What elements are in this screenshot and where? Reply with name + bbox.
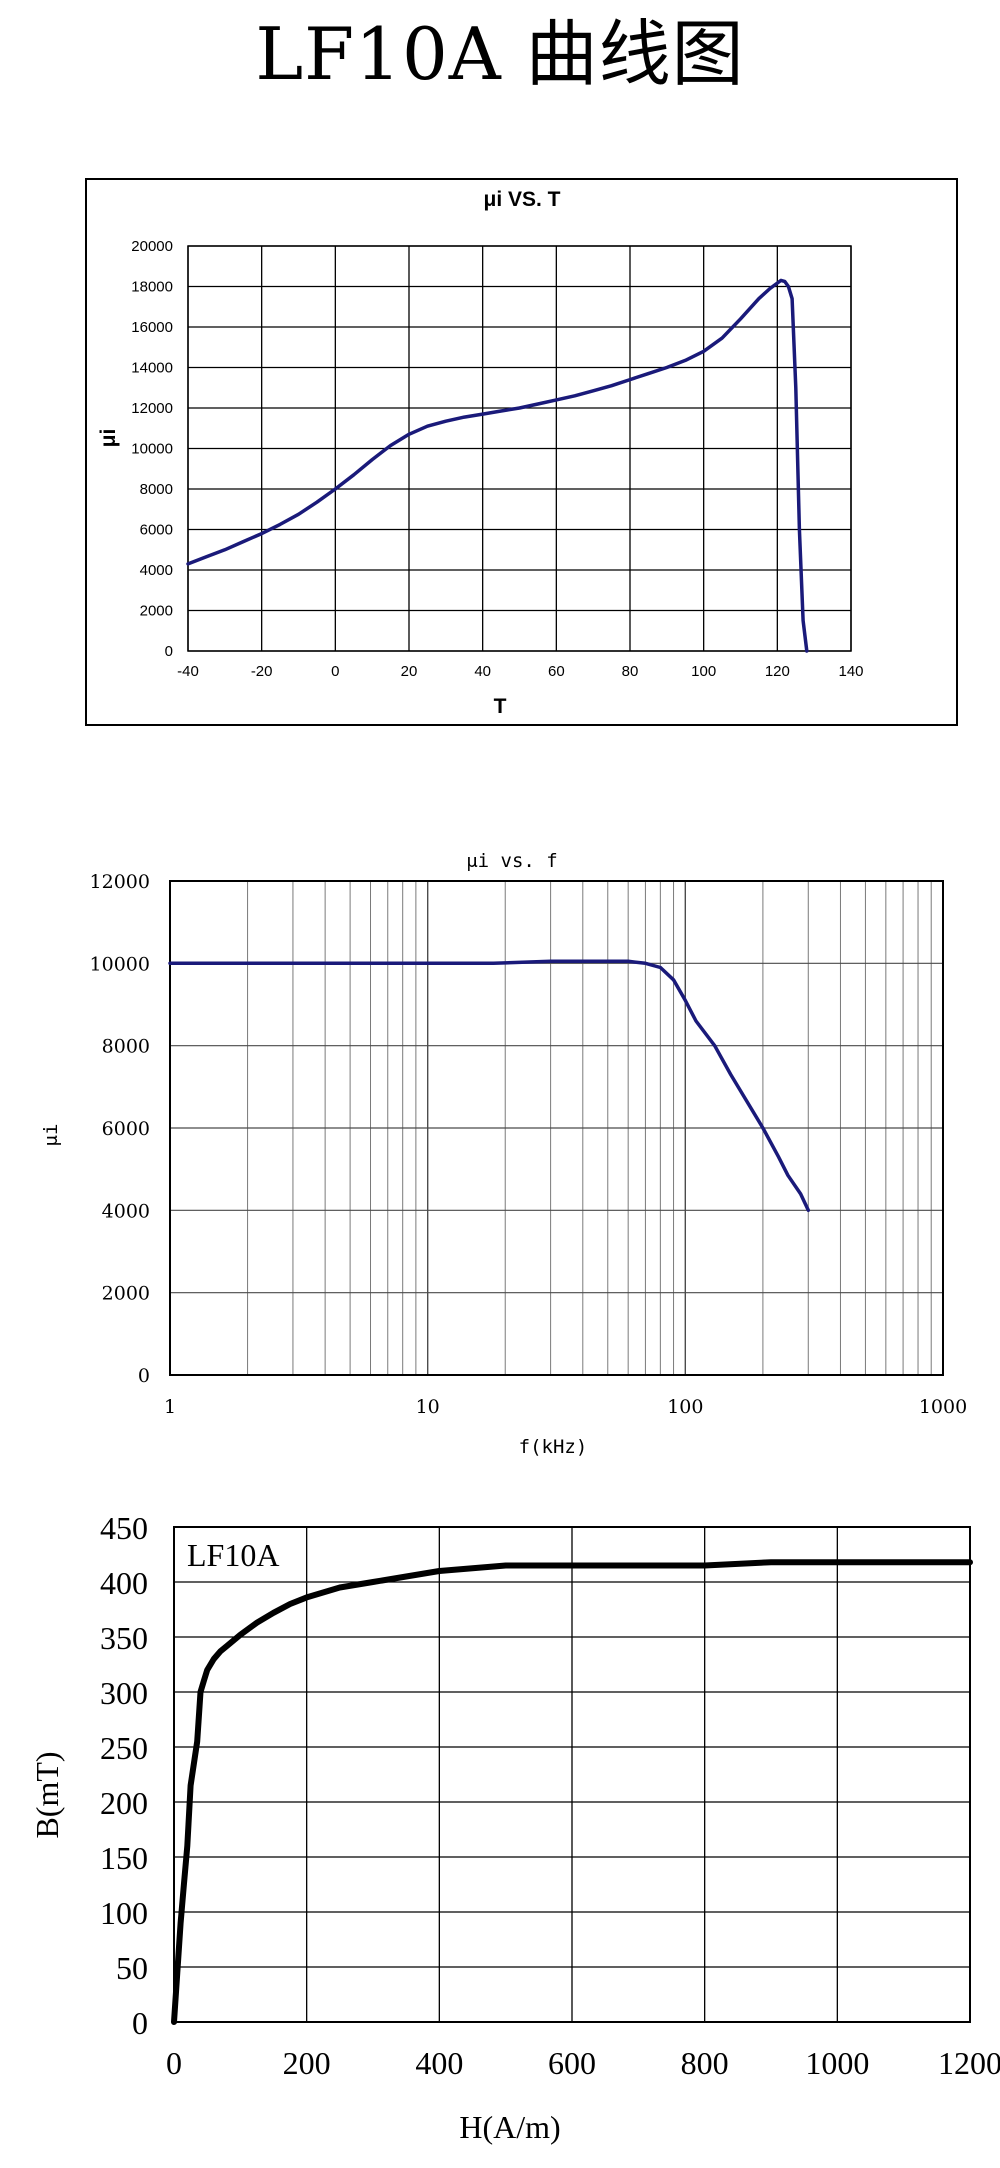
y-tick-label: 10000 <box>90 953 150 975</box>
y-tick-label: 20000 <box>131 238 173 255</box>
y-tick-label: 0 <box>165 643 173 660</box>
y-axis-label: μi <box>97 429 120 448</box>
y-tick-label: 2000 <box>102 1283 150 1305</box>
chart-mui-vs-frequency: μi vs. f 1 10 100 1000020004000600080001000… <box>40 850 968 1458</box>
x-tick-label: 1200 <box>938 2045 1000 2081</box>
y-tick-label: 4000 <box>140 562 173 579</box>
x-tick-label: 40 <box>474 663 491 680</box>
y-tick-label: 50 <box>116 1950 148 1986</box>
x-tick-label: 60 <box>548 663 565 680</box>
chart-title: μi VS. T <box>483 188 560 211</box>
x-tick-label: 1000 <box>919 1396 967 1418</box>
chart-mui-vs-temperature: μi VS. T -40 -20 0 20 40 60 80 100 120 140 0 2000 40… <box>85 178 958 726</box>
plot-border <box>173 1526 971 2023</box>
x-tick-label: 140 <box>838 663 863 680</box>
series-line <box>186 278 809 653</box>
plot-border <box>169 880 944 1376</box>
y-tick-label: 16000 <box>131 319 173 336</box>
y-tick-label: 450 <box>100 1510 148 1546</box>
x-tick-label: 0 <box>331 663 339 680</box>
x-tick-label: 10 <box>416 1396 440 1418</box>
y-tick-label: 12000 <box>90 871 150 893</box>
y-tick-label: 2000 <box>140 603 173 620</box>
x-axis-label: H(A/m) <box>459 2109 560 2145</box>
legend-label: LF10A <box>187 1537 279 1573</box>
plot-area: 0 200 400 600 800 1000 1200 0 50 100 150 200 250 300 3… <box>100 1510 1000 2081</box>
x-tick-label: -40 <box>177 663 199 680</box>
y-tick-label: 8000 <box>140 481 173 498</box>
chart-b-vs-h: 0 200 400 600 800 1000 1200 0 50 100 150 200 250 300 3… <box>29 1510 1000 2145</box>
x-tick-label: 400 <box>415 2045 463 2081</box>
x-tick-label: 800 <box>681 2045 729 2081</box>
x-axis-label: f(kHz) <box>519 1436 588 1458</box>
x-tick-label: 1 <box>164 1396 176 1418</box>
x-tick-label: 80 <box>622 663 639 680</box>
x-axis-label: T <box>494 695 507 718</box>
plot-border <box>187 245 852 652</box>
y-tick-label: 0 <box>132 2005 148 2041</box>
chart-frame <box>85 178 958 726</box>
y-tick-label: 300 <box>100 1675 148 1711</box>
y-tick-label: 8000 <box>102 1036 150 1058</box>
y-tick-label: 200 <box>100 1785 148 1821</box>
y-tick-label: 400 <box>100 1565 148 1601</box>
x-tick-label: 600 <box>548 2045 596 2081</box>
x-tick-label: 200 <box>283 2045 331 2081</box>
x-tick-label: 20 <box>401 663 418 680</box>
x-tick-label: 1000 <box>805 2045 869 2081</box>
x-tick-label: 120 <box>765 663 790 680</box>
y-axis-label: B(mT) <box>29 1751 65 1838</box>
series-line <box>168 959 811 1213</box>
y-tick-label: 350 <box>100 1620 148 1656</box>
plot-area: -40 -20 0 20 40 60 80 100 120 140 0 2000 4000 6000 800… <box>131 238 863 680</box>
y-tick-label: 100 <box>100 1895 148 1931</box>
y-tick-label: 250 <box>100 1730 148 1766</box>
chart-title: μi vs. f <box>466 850 558 872</box>
x-tick-label: -20 <box>251 663 273 680</box>
page-title: LF10A 曲线图 <box>255 12 745 96</box>
y-tick-label: 6000 <box>140 522 173 539</box>
y-tick-label: 0 <box>138 1365 150 1387</box>
y-tick-label: 6000 <box>102 1118 150 1140</box>
y-axis-label: μi <box>40 1124 62 1147</box>
x-tick-label: 0 <box>166 2045 182 2081</box>
x-tick-label: 100 <box>691 663 716 680</box>
y-tick-label: 10000 <box>131 441 173 458</box>
y-tick-label: 14000 <box>131 360 173 377</box>
x-tick-label: 100 <box>667 1396 703 1418</box>
y-tick-label: 18000 <box>131 279 173 296</box>
y-tick-label: 12000 <box>131 400 173 417</box>
y-tick-label: 150 <box>100 1840 148 1876</box>
y-tick-label: 4000 <box>102 1200 150 1222</box>
series-line <box>171 1559 973 2025</box>
